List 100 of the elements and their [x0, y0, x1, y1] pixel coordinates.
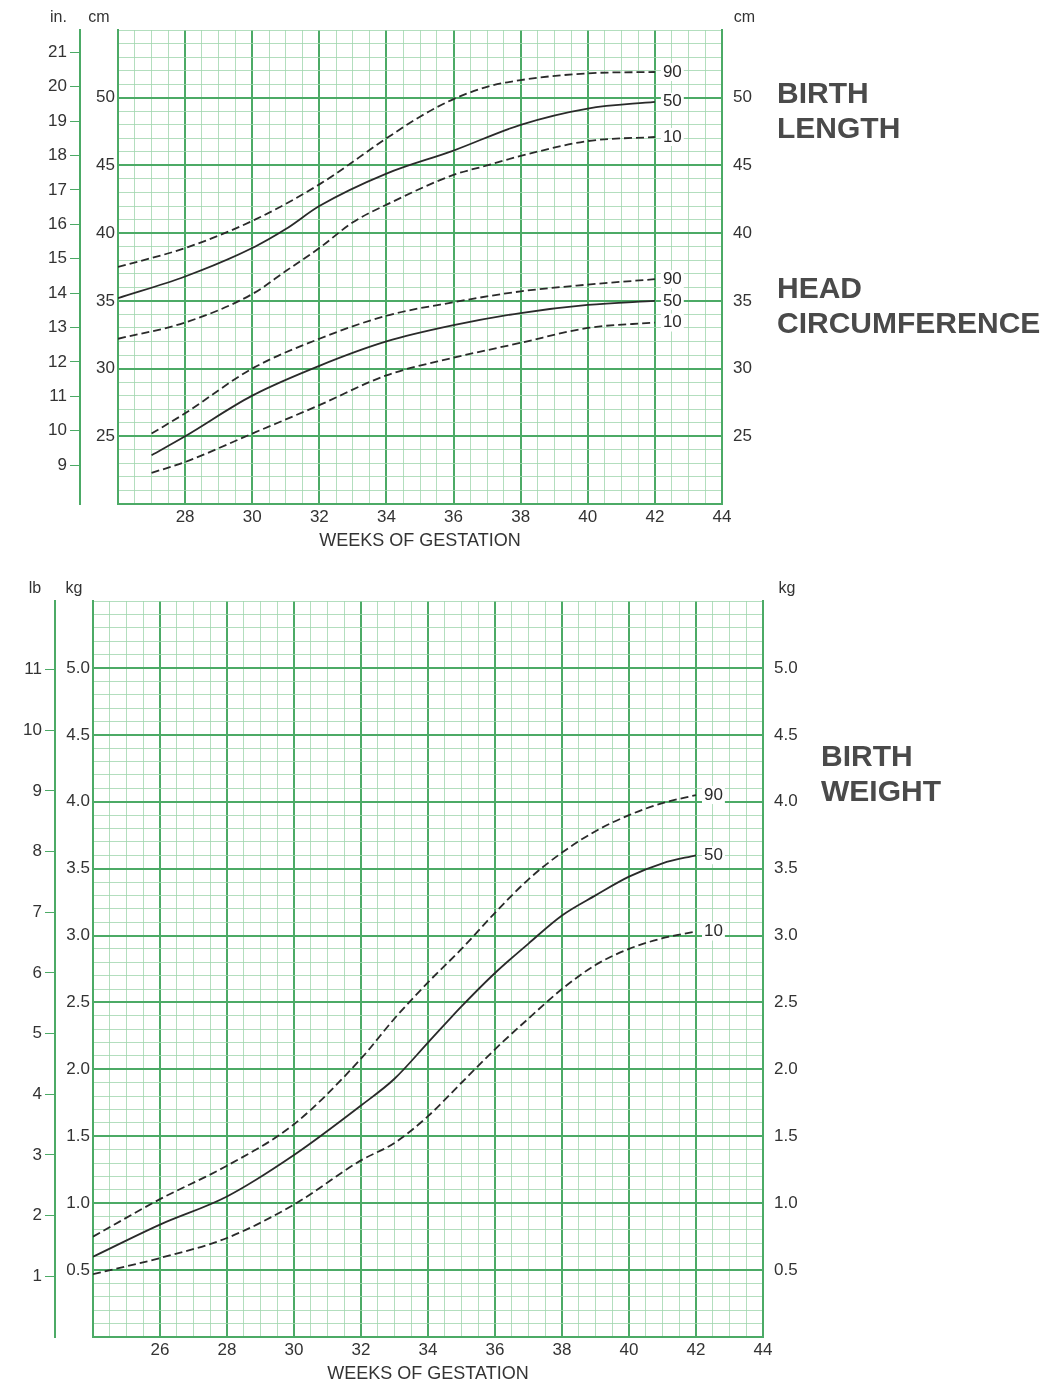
y-tick-label: 50 [96, 87, 115, 107]
y2-tick-label: 5.0 [774, 657, 798, 677]
y3-tick-label: 17 [48, 179, 67, 199]
y2-tick-label: 3.0 [774, 925, 798, 945]
series-label: 90 [704, 784, 723, 804]
x-tick-label: 38 [511, 506, 531, 526]
y2-tick-label: 3.5 [774, 858, 798, 878]
y3-tick-label: 8 [32, 841, 42, 861]
x-tick-label: 40 [619, 1339, 639, 1359]
y-tick-label: 5.0 [66, 657, 90, 677]
y3-tick-label: 18 [48, 145, 67, 165]
x-tick-label: 28 [175, 506, 195, 526]
line-series [118, 100, 656, 300]
y3-tick-label: 11 [49, 386, 67, 406]
x-tick-label: 34 [418, 1339, 438, 1359]
text: BIRTH WEIGHT [821, 738, 941, 808]
line-series [118, 136, 656, 340]
y3-tick-label: 21 [48, 42, 67, 62]
series-label: 50 [704, 844, 723, 864]
x-axis-title: WEEKS OF GESTATION [319, 530, 521, 551]
y3-tick-label: 2 [32, 1205, 42, 1225]
y2-tick-label: 0.5 [774, 1259, 798, 1279]
y3-tick-label: 5 [32, 1023, 42, 1043]
y2-tick-label: 4.0 [774, 791, 798, 811]
line-series [150, 321, 656, 474]
y-axis-title: cm [88, 8, 110, 26]
series-label: 50 [662, 91, 682, 111]
y2-axis-title: cm [733, 8, 756, 26]
text: HEAD CIRCUMFERENCE [777, 270, 1041, 340]
y-tick-label: 2.0 [66, 1059, 90, 1079]
x-tick-label: 42 [645, 506, 665, 526]
y-tick-label: 35 [96, 290, 115, 310]
y3-tick-label: 14 [48, 282, 67, 302]
y-tick-label: 40 [96, 222, 115, 242]
y2-tick-label: 1.0 [774, 1192, 798, 1212]
y3-tick-label: 10 [23, 719, 42, 739]
y2-tick-label: 2.0 [774, 1059, 798, 1079]
y3-tick-label: 20 [48, 76, 67, 96]
y2-tick-label: 30 [733, 358, 752, 378]
x-tick-label: 38 [552, 1339, 572, 1359]
x-tick-label: 28 [217, 1339, 237, 1359]
x-tick-label: 34 [376, 506, 396, 526]
y-tick-label: 25 [96, 425, 115, 445]
x-tick-label: 44 [712, 506, 732, 526]
line-series [93, 854, 697, 1258]
y3-tick-label: 10 [48, 420, 67, 440]
y3-axis-title: lb [28, 579, 42, 597]
y3-tick-label: 6 [32, 962, 42, 982]
x-tick-label: 26 [150, 1339, 170, 1359]
y3-axis-title: in. [50, 8, 67, 26]
line-series [150, 299, 656, 457]
x-tick-label: 44 [753, 1339, 773, 1359]
y-tick-label: 30 [96, 358, 115, 378]
series-label: 50 [662, 290, 682, 310]
y-tick-label: 1.5 [66, 1125, 90, 1145]
y2-tick-label: 40 [733, 222, 752, 242]
y-tick-label: 0.5 [66, 1259, 90, 1279]
y2-tick-label: 2.5 [774, 992, 798, 1012]
series-label: 10 [662, 126, 682, 146]
y-tick-label: 1.0 [66, 1192, 90, 1212]
y3-tick-label: 4 [32, 1083, 42, 1103]
y2-tick-label: 25 [733, 425, 752, 445]
y-tick-label: 3.0 [66, 925, 90, 945]
y2-axis-title: kg [778, 579, 796, 597]
series-label: 10 [704, 921, 723, 941]
y3-tick-label: 9 [57, 454, 67, 474]
y3-tick-label: 3 [32, 1144, 42, 1164]
y2-tick-label: 50 [733, 87, 752, 107]
y3-tick-label: 16 [48, 214, 67, 234]
y3-tick-label: 19 [48, 110, 67, 130]
y3-tick-label: 1 [32, 1266, 42, 1286]
x-tick-label: 30 [284, 1339, 304, 1359]
y-tick-label: 45 [96, 155, 115, 175]
series-label: 90 [662, 268, 682, 288]
x-tick-label: 30 [242, 506, 262, 526]
y2-tick-label: 1.5 [774, 1125, 798, 1145]
x-tick-label: 42 [686, 1339, 706, 1359]
y-axis-title: kg [65, 579, 83, 597]
y-tick-label: 4.0 [66, 791, 90, 811]
x-axis-title: WEEKS OF GESTATION [327, 1363, 529, 1384]
y2-tick-label: 45 [733, 155, 752, 175]
y3-tick-label: 15 [48, 248, 67, 268]
y-tick-label: 3.5 [66, 858, 90, 878]
line-series [93, 794, 697, 1238]
y3-tick-label: 11 [24, 659, 42, 679]
y3-tick-label: 13 [48, 317, 67, 337]
y3-tick-label: 9 [32, 780, 42, 800]
line-series [118, 71, 656, 268]
y3-tick-label: 7 [32, 901, 42, 921]
x-tick-label: 32 [351, 1339, 371, 1359]
text: BIRTH LENGTH [777, 75, 901, 145]
x-tick-label: 36 [444, 506, 464, 526]
y-tick-label: 2.5 [66, 992, 90, 1012]
y-tick-label: 4.5 [66, 724, 90, 744]
x-tick-label: 36 [485, 1339, 505, 1359]
y2-tick-label: 4.5 [774, 724, 798, 744]
line-series [150, 278, 656, 435]
y2-tick-label: 35 [733, 290, 752, 310]
x-tick-label: 40 [578, 506, 598, 526]
y3-tick-label: 12 [48, 351, 67, 371]
